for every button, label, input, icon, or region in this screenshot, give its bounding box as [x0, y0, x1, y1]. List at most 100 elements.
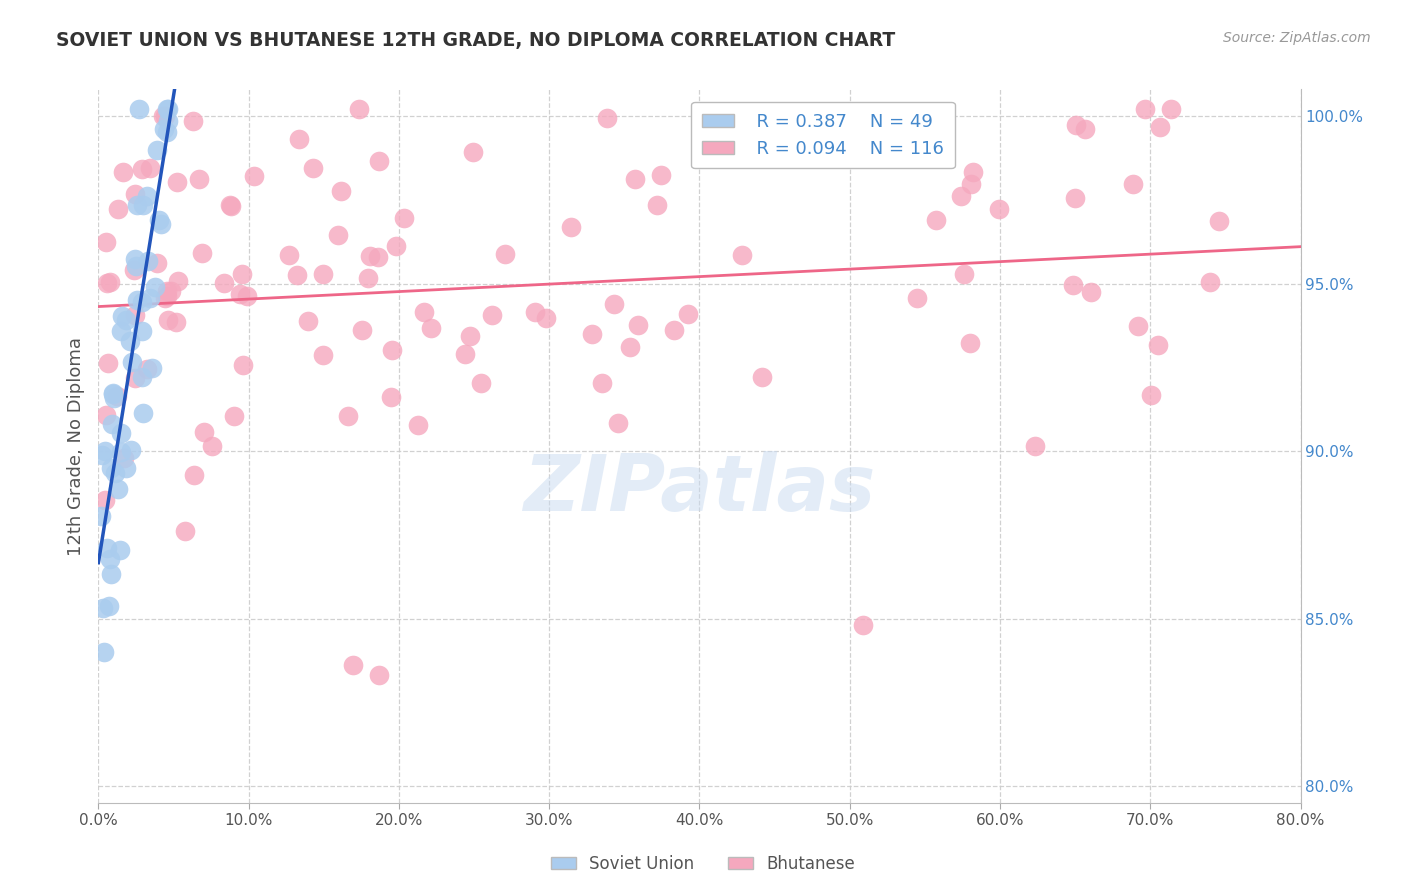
Point: [342, 658, 364, 673]
Point: [229, 287, 252, 301]
Point: [1146, 338, 1168, 352]
Text: SOVIET UNION VS BHUTANESE 12TH GRADE, NO DIPLOMA CORRELATION CHART: SOVIET UNION VS BHUTANESE 12TH GRADE, NO…: [56, 31, 896, 50]
Point: [91, 601, 114, 615]
Point: [183, 467, 205, 482]
Point: [1140, 388, 1163, 402]
Point: [231, 268, 253, 282]
Point: [120, 334, 142, 348]
Point: [603, 297, 626, 311]
Point: [150, 217, 173, 231]
Point: [128, 103, 150, 117]
Point: [124, 371, 146, 385]
Point: [155, 284, 177, 298]
Point: [278, 248, 301, 262]
Point: [148, 212, 170, 227]
Point: [124, 308, 146, 322]
Point: [645, 198, 668, 212]
Point: [419, 321, 441, 335]
Point: [187, 171, 209, 186]
Point: [96, 276, 118, 290]
Point: [110, 445, 132, 459]
Point: [110, 426, 132, 441]
Point: [155, 109, 177, 123]
Point: [560, 219, 582, 234]
Point: [157, 114, 180, 128]
Point: [112, 450, 135, 465]
Point: [222, 409, 245, 423]
Point: [94, 408, 117, 422]
Point: [146, 143, 169, 157]
Point: [412, 305, 434, 319]
Point: [111, 310, 134, 324]
Point: [232, 358, 254, 372]
Point: [114, 461, 136, 475]
Point: [97, 356, 120, 370]
Point: [131, 324, 153, 338]
Point: [297, 314, 319, 328]
Point: [98, 552, 121, 566]
Point: [153, 121, 176, 136]
Point: [132, 406, 155, 420]
Point: [664, 323, 686, 337]
Point: [581, 326, 603, 341]
Point: [367, 668, 389, 682]
Point: [156, 289, 179, 303]
Point: [1122, 177, 1144, 191]
Point: [153, 291, 176, 305]
Point: [751, 370, 773, 384]
Point: [166, 274, 188, 288]
Point: [125, 197, 148, 211]
Point: [191, 245, 214, 260]
Point: [236, 289, 259, 303]
Point: [193, 425, 215, 439]
Point: [962, 165, 984, 179]
Point: [105, 389, 128, 403]
Point: [367, 154, 389, 169]
Point: [131, 370, 153, 384]
Point: [101, 385, 124, 400]
Text: ZIPatlas: ZIPatlas: [523, 450, 876, 527]
Point: [93, 492, 115, 507]
Point: [100, 566, 122, 581]
Point: [107, 202, 129, 216]
Point: [160, 285, 183, 299]
Point: [152, 109, 174, 123]
Point: [385, 239, 408, 253]
Point: [121, 355, 143, 369]
Point: [212, 277, 235, 291]
Point: [1066, 118, 1088, 132]
Point: [138, 161, 160, 175]
Point: [1080, 285, 1102, 299]
Point: [93, 444, 115, 458]
Point: [381, 343, 404, 358]
Point: [93, 645, 115, 659]
Point: [219, 199, 242, 213]
Point: [288, 132, 311, 146]
Point: [347, 103, 370, 117]
Point: [135, 189, 157, 203]
Point: [988, 202, 1011, 216]
Point: [406, 417, 429, 432]
Point: [627, 318, 650, 333]
Point: [166, 175, 188, 189]
Point: [357, 271, 380, 285]
Point: [676, 307, 699, 321]
Point: [157, 313, 180, 327]
Point: [101, 417, 124, 432]
Point: [120, 442, 142, 457]
Point: [1133, 103, 1156, 117]
Point: [730, 248, 752, 262]
Point: [1160, 103, 1182, 117]
Legend:   R = 0.387    N = 49,   R = 0.094    N = 116: R = 0.387 N = 49, R = 0.094 N = 116: [692, 102, 955, 169]
Point: [125, 293, 148, 307]
Point: [1062, 277, 1084, 292]
Point: [243, 169, 266, 184]
Text: Source: ZipAtlas.com: Source: ZipAtlas.com: [1223, 31, 1371, 45]
Point: [145, 280, 167, 294]
Point: [367, 250, 389, 264]
Point: [90, 509, 112, 524]
Point: [1149, 120, 1171, 134]
Point: [924, 213, 946, 227]
Point: [905, 291, 928, 305]
Point: [122, 262, 145, 277]
